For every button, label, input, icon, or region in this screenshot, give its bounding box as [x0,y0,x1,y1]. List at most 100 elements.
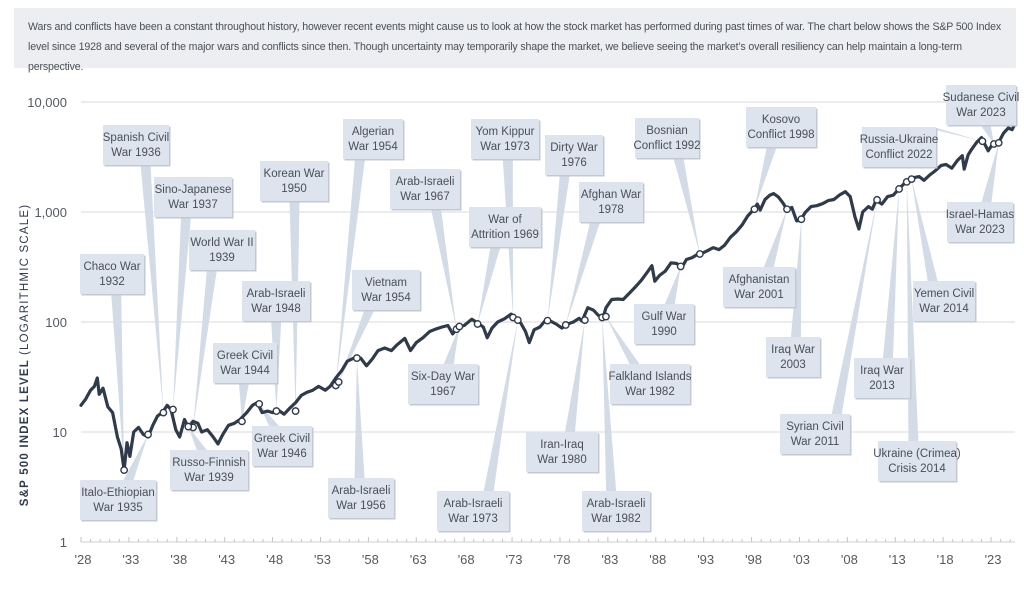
annotation-box-bg [154,177,232,217]
annotation-box-bg [80,480,156,520]
annotation-label-line: Dirty War [550,142,598,154]
annotation-box: Russo-Finnish War 1939 [170,450,250,492]
event-marker [580,316,589,325]
x-tick-label: '43 [218,552,235,567]
x-tick-label: '88 [649,552,666,567]
x-tick-label: '13 [889,552,906,567]
annotation-label-line: War 1944 [220,365,270,377]
annotation-label-line: Afghan War [581,189,641,201]
annotation-label-line: Greek Civil [254,433,310,445]
annotation-pointer [172,217,191,410]
annotation-label-line: Arab-Israeli [444,498,503,510]
annotation-box: Kosovo Conflict 1998 [746,107,818,149]
annotation-box: Arab-Israeli War 1967 [390,169,462,211]
annotation-label-line: Gulf War [642,311,687,323]
event-marker [543,316,552,325]
y-axis: 1 10 100 1,000 10,000 [27,95,67,550]
annotation-label-line: War 1982 [625,386,674,398]
annotation-pointer [763,209,788,267]
y-axis-title-main: S&P 500 INDEX LEVEL [19,359,31,506]
annotation-label-line: Israel-Hamas [946,209,1015,221]
annotation-pointer [882,188,900,358]
annotation-label-line: War 1954 [348,141,398,153]
annotation-box-bg [635,118,699,158]
annotation-box-bg [946,85,1016,125]
annotation-box: Israel-Hamas War 2023 [946,202,1015,244]
annotation-box-bg [343,119,403,159]
intro-text: Wars and conflicts have been a constant … [14,8,1016,73]
annotation-pointer [238,383,249,422]
x-tick-label: '53 [314,552,331,567]
annotation-label-line: Iraq War [860,365,904,377]
annotation-box-bg [390,169,460,209]
event-marker [602,312,610,321]
annotation-box: Iran-Iraq War 1980 [526,432,600,474]
annotation-label-line: Greek Civil [217,350,273,362]
annotation-box-bg [579,182,643,222]
event-marker [695,250,704,258]
annotation-label-line: Ukraine (Crimea) [873,448,961,460]
annotation-box: Dirty War 1976 [545,135,605,177]
sp500-line [79,120,1018,472]
annotation-label-line: Spanish Civil [103,132,169,144]
annotation-pointer [923,127,983,142]
annotation-label-line: Iraq War [771,344,815,356]
annotation-label-line: 1950 [281,183,307,195]
event-marker [473,320,482,328]
annotation-box: Iraq War 2013 [854,358,912,400]
annotation-pointer [259,403,280,426]
annotation-label-line: 2013 [869,380,895,392]
annotation-box-bg [408,364,478,404]
y-tick-label: 1,000 [34,205,67,220]
annotation-pointer [911,179,938,281]
annotation-box-bg [878,441,956,481]
event-marker [455,322,464,331]
annotation-box: Vietnam War 1954 [352,270,422,312]
x-tick-label: '03 [793,552,810,567]
annotation-pointer [431,209,457,330]
annotation-boxes: Chaco War 1932 Spanish Civil War 1936 Sino-J… [80,85,1019,533]
annotation-box: Falkland Islands War 1982 [608,364,692,406]
annotation-label-line: 1990 [651,326,677,338]
annotation-box: Bosnian Conflict 1992 [633,118,701,160]
annotation-box: Greek Civil War 1946 [252,426,314,468]
annotation-pointer [188,426,207,450]
annotation-box-bg [582,491,650,531]
event-marker [352,354,361,362]
annotation-label-line: 1967 [430,386,456,398]
event-marker [797,215,806,224]
event-marker [238,417,246,426]
annotation-box-bg [189,230,255,270]
annotation-box: Spanish Civil War 1936 [103,125,171,167]
annotation-label-line: World War II [190,237,253,249]
annotation-label-line: Yom Kippur [475,126,534,138]
event-marker [750,205,759,214]
event-marker [676,262,685,271]
annotation-label-line: Falkland Islands [608,371,691,383]
annotation-box-bg [947,202,1013,242]
annotation-label-line: War 1939 [184,472,233,484]
annotation-label-line: Sudanese Civil [943,92,1020,104]
y-tick-label: 100 [45,315,67,330]
annotation-box-bg [766,337,820,377]
annotation-box-bg [242,281,310,321]
annotation-box: Arab-Israeli War 1948 [242,281,312,323]
event-marker [907,175,916,184]
annotation-box: Ukraine (Crimea) Crisis 2014 [873,441,961,483]
annotation-label-line: 1939 [209,252,235,264]
annotation-label-line: War 1973 [480,141,529,153]
event-marker [120,466,129,475]
x-tick-label: '93 [697,552,714,567]
annotation-label-line: Russo-Finnish [172,457,246,469]
annotation-label-line: War 1956 [336,500,385,512]
annotation-box-bg [352,270,420,310]
annotation-label-line: War of [488,214,522,226]
y-tick-label: 10,000 [27,95,67,110]
annotation-pointer [831,199,878,414]
annotation-label-line: Attrition 1969 [471,229,539,241]
event-marker [144,430,152,439]
event-marker [895,185,903,193]
annotation-label-line: War 2023 [956,107,1005,119]
x-tick-label: '18 [937,552,954,567]
annotation-label-line: War 1948 [251,303,300,315]
